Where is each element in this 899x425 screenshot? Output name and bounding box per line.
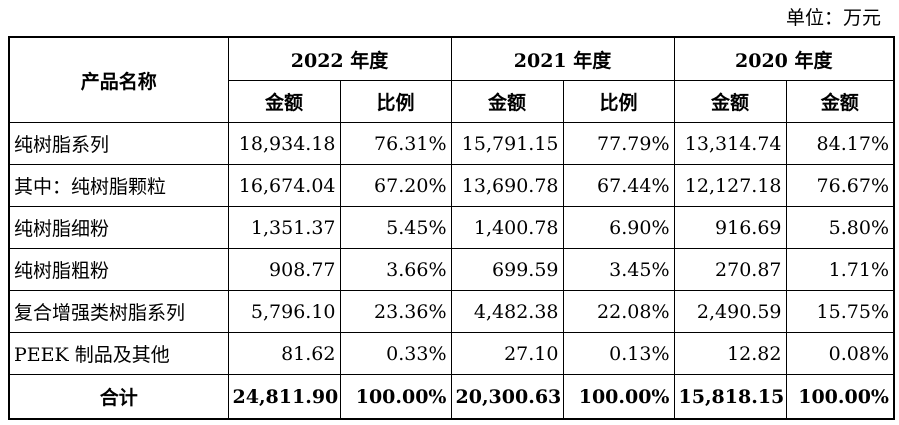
total-value: 100.00% (339, 374, 452, 420)
cell-value: 1.71% (785, 248, 895, 291)
cell-value: 3.45% (562, 248, 675, 291)
cell-value: 81.62 (227, 332, 341, 375)
header-product-name: 产品名称 (8, 36, 229, 123)
revenue-table: 产品名称 2022 年度 2021 年度 2020 年度 金额 比例 金额 比例… (8, 36, 895, 420)
cell-value: 18,934.18 (227, 122, 341, 165)
cell-value: 916.69 (673, 206, 787, 249)
total-value: 100.00% (785, 374, 895, 420)
table-row: 纯树脂系列 18,934.18 76.31% 15,791.15 77.79% … (8, 122, 895, 165)
cell-value: 23.36% (339, 290, 452, 333)
cell-value: 2,490.59 (673, 290, 787, 333)
row-label: 复合增强类树脂系列 (8, 290, 229, 333)
cell-value: 77.79% (562, 122, 675, 165)
header-year-2022: 2022 年度 (227, 36, 452, 81)
cell-value: 27.10 (450, 332, 564, 375)
cell-value: 67.20% (339, 164, 452, 207)
cell-value: 15.75% (785, 290, 895, 333)
total-row: 合计 24,811.90 100.00% 20,300.63 100.00% 1… (8, 374, 895, 420)
cell-value: 67.44% (562, 164, 675, 207)
table-row: 纯树脂粗粉 908.77 3.66% 699.59 3.45% 270.87 1… (8, 248, 895, 291)
subheader-ratio-2022: 比例 (339, 80, 452, 123)
table-row: PEEK 制品及其他 81.62 0.33% 27.10 0.13% 12.82… (8, 332, 895, 375)
cell-value: 16,674.04 (227, 164, 341, 207)
cell-value: 5.80% (785, 206, 895, 249)
cell-value: 15,791.15 (450, 122, 564, 165)
cell-value: 84.17% (785, 122, 895, 165)
cell-value: 0.08% (785, 332, 895, 375)
subheader-amount-2021: 金额 (450, 80, 564, 123)
total-value: 15,818.15 (673, 374, 787, 420)
subheader-ratio-2020: 金额 (785, 80, 895, 123)
cell-value: 76.67% (785, 164, 895, 207)
cell-value: 1,351.37 (227, 206, 341, 249)
cell-value: 4,482.38 (450, 290, 564, 333)
header-row-sub: 金额 比例 金额 比例 金额 金额 (9, 80, 895, 123)
subheader-amount-2020: 金额 (673, 80, 787, 123)
subheader-ratio-2021: 比例 (562, 80, 675, 123)
cell-value: 0.33% (339, 332, 452, 375)
cell-value: 270.87 (673, 248, 787, 291)
cell-value: 908.77 (227, 248, 341, 291)
cell-value: 76.31% (339, 122, 452, 165)
total-value: 20,300.63 (450, 374, 564, 420)
row-label: PEEK 制品及其他 (8, 332, 229, 375)
row-label: 纯树脂粗粉 (8, 248, 229, 291)
cell-value: 6.90% (562, 206, 675, 249)
cell-value: 0.13% (562, 332, 675, 375)
table-row: 复合增强类树脂系列 5,796.10 23.36% 4,482.38 22.08… (8, 290, 895, 333)
total-value: 24,811.90 (227, 374, 341, 420)
cell-value: 3.66% (339, 248, 452, 291)
row-label: 纯树脂系列 (8, 122, 229, 165)
table-row: 其中：纯树脂颗粒 16,674.04 67.20% 13,690.78 67.4… (8, 164, 895, 207)
header-year-2020: 2020 年度 (673, 36, 895, 81)
cell-value: 22.08% (562, 290, 675, 333)
total-value: 100.00% (562, 374, 675, 420)
cell-value: 12.82 (673, 332, 787, 375)
cell-value: 1,400.78 (450, 206, 564, 249)
cell-value: 5,796.10 (227, 290, 341, 333)
row-label: 其中：纯树脂颗粒 (8, 164, 229, 207)
cell-value: 13,314.74 (673, 122, 787, 165)
cell-value: 13,690.78 (450, 164, 564, 207)
header-row-years: 产品名称 2022 年度 2021 年度 2020 年度 (8, 36, 895, 123)
row-label: 纯树脂细粉 (8, 206, 229, 249)
subheader-amount-2022: 金额 (227, 80, 341, 123)
table-row: 纯树脂细粉 1,351.37 5.45% 1,400.78 6.90% 916.… (8, 206, 895, 249)
cell-value: 699.59 (450, 248, 564, 291)
header-year-2021: 2021 年度 (450, 36, 675, 81)
total-label: 合计 (8, 374, 229, 420)
cell-value: 12,127.18 (673, 164, 787, 207)
unit-label: 单位：万元 (785, 7, 881, 29)
cell-value: 5.45% (339, 206, 452, 249)
